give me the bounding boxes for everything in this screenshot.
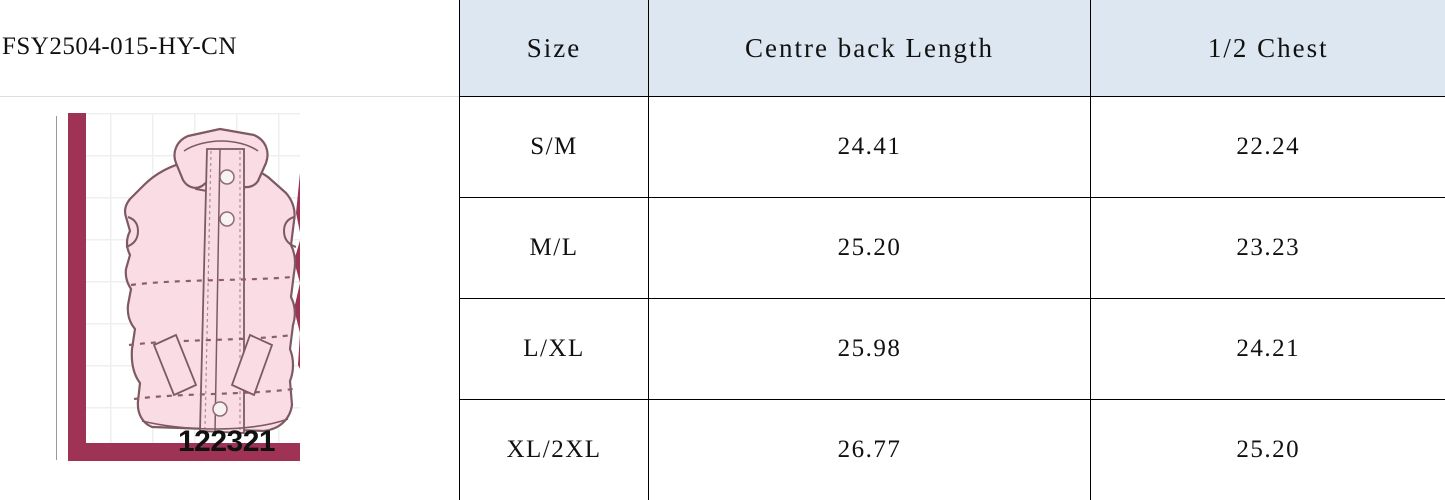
- table-row: M/L 25.20 23.23: [460, 198, 1445, 299]
- cell-half-chest: 23.23: [1091, 198, 1445, 299]
- cell-size: L/XL: [460, 299, 649, 400]
- panel-divider: [0, 96, 459, 97]
- panel-vertical-rule: [56, 116, 57, 460]
- table-row: L/XL 25.98 24.21: [460, 299, 1445, 400]
- table-row: XL/2XL 26.77 25.20: [460, 400, 1445, 500]
- cell-size: XL/2XL: [460, 400, 649, 500]
- illustration-style-number: 122321: [178, 425, 275, 458]
- table-body: S/M 24.41 22.24 M/L 25.20 23.23 L/XL 25.…: [460, 97, 1445, 500]
- cell-half-chest: 25.20: [1091, 400, 1445, 500]
- style-code-label: FSY2504-015-HY-CN: [2, 33, 237, 61]
- product-illustration: 122321: [68, 113, 300, 461]
- cell-size: S/M: [460, 97, 649, 198]
- frame-left-bar: [68, 113, 86, 461]
- cell-centre-back-length: 24.41: [649, 97, 1091, 198]
- puffer-vest-icon: 122321: [68, 113, 300, 461]
- cell-centre-back-length: 25.98: [649, 299, 1091, 400]
- column-header-half-chest: 1/2 Chest: [1091, 0, 1445, 97]
- cell-centre-back-length: 26.77: [649, 400, 1091, 500]
- cell-centre-back-length: 25.20: [649, 198, 1091, 299]
- header-row: Size Centre back Length 1/2 Chest: [460, 0, 1445, 97]
- snap-button-1: [220, 170, 234, 184]
- table-header: Size Centre back Length 1/2 Chest: [460, 0, 1445, 97]
- snap-button-2: [220, 212, 234, 226]
- cell-half-chest: 22.24: [1091, 97, 1445, 198]
- column-header-size: Size: [460, 0, 649, 97]
- snap-button-3: [213, 402, 227, 416]
- product-panel: FSY2504-015-HY-CN: [0, 0, 459, 496]
- center-front-placket: [200, 149, 244, 433]
- table-row: S/M 24.41 22.24: [460, 97, 1445, 198]
- cell-size: M/L: [460, 198, 649, 299]
- size-chart-table: Size Centre back Length 1/2 Chest S/M 24…: [459, 0, 1445, 500]
- column-header-centre-back-length: Centre back Length: [649, 0, 1091, 97]
- cell-half-chest: 24.21: [1091, 299, 1445, 400]
